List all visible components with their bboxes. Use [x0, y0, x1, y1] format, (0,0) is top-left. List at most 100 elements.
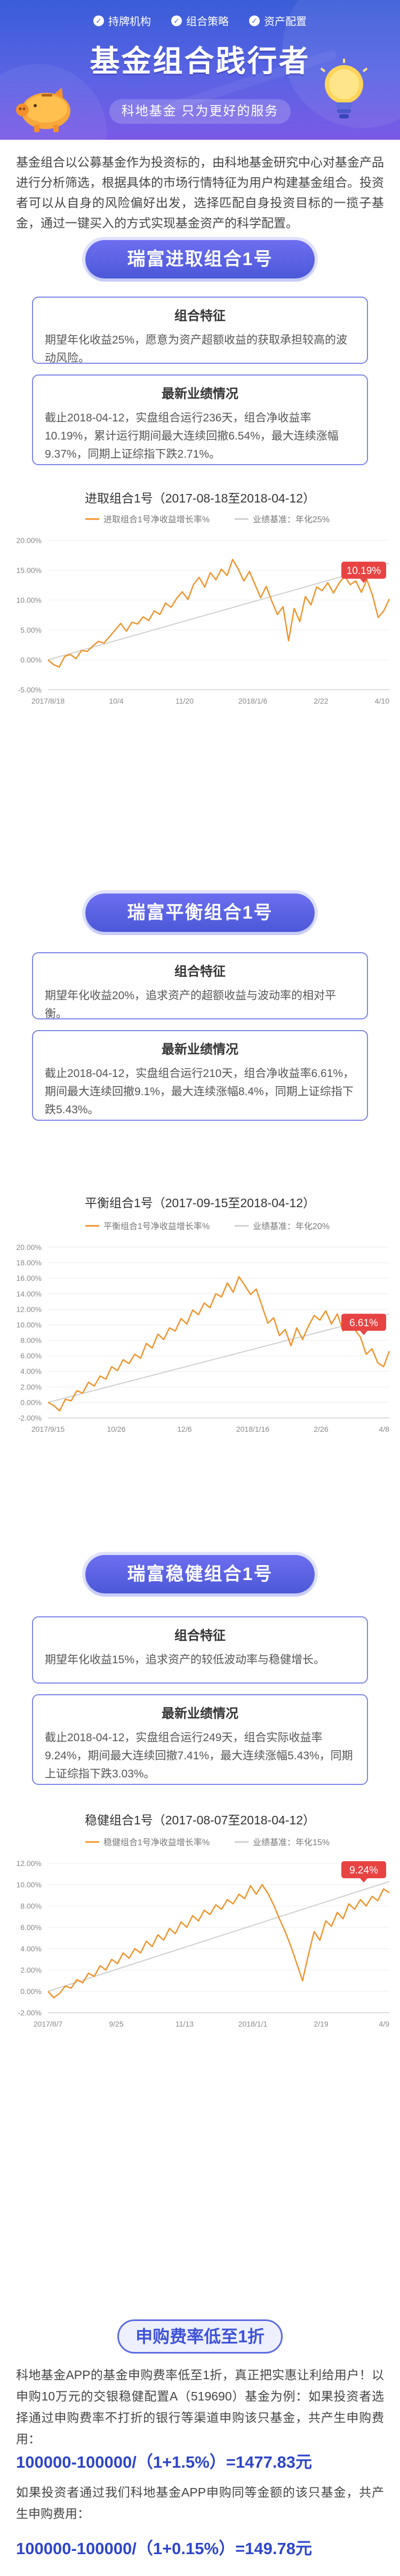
value-badge: 10.19%: [341, 561, 386, 583]
fee-paragraph: 科地基金APP的基金申购费率低至1折，真正把实惠让利给用户！以申购10万元的交银…: [16, 2368, 384, 2446]
series-line-benchmark: [47, 562, 390, 660]
performance-title: 最新业绩情况: [162, 387, 238, 401]
fee-formula: 100000-100000/（1+0.15%）=149.78元: [16, 2539, 312, 2558]
performance-box: 最新业绩情况 截止2018-04-12，实盘组合运行236天，组合净收益率10.…: [32, 374, 368, 465]
feature-box: 组合特征 期望年化收益20%，追求资产的超额收益与波动率的相对平衡。: [32, 952, 368, 1020]
performance-box: 最新业绩情况 截止2018-04-12，实盘组合运行210天，组合净收益率6.6…: [32, 1030, 368, 1121]
x-tick-label: 10/26: [107, 1425, 125, 1433]
y-tick-label: 20.00%: [17, 1243, 42, 1251]
y-tick-label: -2.00%: [18, 1414, 42, 1422]
x-tick-label: 11/20: [175, 697, 194, 705]
y-tick-label: 10.00%: [17, 596, 42, 604]
x-tick-label: 4/10: [375, 697, 389, 705]
hero-tags: ✓ 持牌机构 ✓ 组合策略 ✓ 资产配置: [0, 13, 400, 28]
hero-subtitle: 科地基金 只为更好的服务: [109, 99, 291, 124]
y-tick-label: 10.00%: [17, 1880, 42, 1889]
performance-text: 截止2018-04-12，实盘组合运行236天，组合净收益率10.19%，累计运…: [45, 412, 339, 460]
y-tick-label: 16.00%: [17, 1274, 42, 1282]
y-tick-label: 14.00%: [17, 1289, 42, 1298]
x-tick-label: 10/4: [109, 697, 123, 705]
x-tick-label: 2/26: [314, 1425, 328, 1433]
performance-text: 截止2018-04-12，实盘组合运行249天，组合实际收益率9.24%，期间最…: [45, 1732, 353, 1780]
x-tick-label: 2/22: [314, 697, 328, 705]
badge-label: 6.61%: [349, 1318, 378, 1329]
feature-title: 组合特征: [174, 1629, 226, 1643]
y-tick-label: 5.00%: [20, 626, 42, 634]
performance-title: 最新业绩情况: [162, 1706, 238, 1721]
page-title: 基金组合践行者: [90, 44, 310, 78]
y-tick-label: 6.00%: [20, 1923, 42, 1932]
check-icon: ✓: [93, 15, 104, 26]
series-line-portfolio: [47, 1884, 390, 1999]
series-line-benchmark: [47, 1881, 390, 1992]
y-tick-label: 18.00%: [17, 1258, 42, 1267]
badge-pointer: [360, 1330, 367, 1335]
x-tick-label: 2018/1/16: [236, 1425, 269, 1433]
piggy-bank-icon: [16, 87, 70, 132]
legend-label: 业绩基准：年化20%: [253, 1222, 330, 1231]
x-tick-label: 4/8: [379, 1425, 390, 1433]
series-line-portfolio: [47, 559, 390, 668]
intro-paragraph: 基金组合以公募基金作为投资标的，由科地基金研究中心对基金产品进行分析筛选，根据具…: [16, 155, 384, 230]
legend-label: 业绩基准：年化15%: [253, 1838, 330, 1847]
x-tick-label: 2018/1/1: [238, 2020, 268, 2028]
hero-tag: ✓ 组合策略: [171, 13, 229, 28]
hero-tag: ✓ 持牌机构: [93, 13, 151, 28]
y-tick-label: -2.00%: [18, 2008, 42, 2017]
badge-bg: [341, 1861, 386, 1878]
check-icon: ✓: [249, 15, 260, 26]
section-title: 瑞富进取组合1号: [85, 240, 315, 278]
y-tick-label: 8.00%: [20, 1336, 42, 1345]
y-tick-label: 0.00%: [20, 1398, 42, 1407]
hero-tag-label: 持牌机构: [108, 16, 151, 28]
y-tick-label: 0.00%: [20, 1987, 42, 1996]
x-tick-label: 9/25: [109, 2020, 123, 2028]
y-tick-label: 4.00%: [20, 1944, 42, 1953]
hero-tag-label: 组合策略: [186, 16, 229, 28]
chart-title: 进取组合1号（2017-08-18至2018-04-12）: [84, 491, 316, 505]
performance-title: 最新业绩情况: [162, 1042, 238, 1057]
check-icon: ✓: [171, 15, 182, 26]
feature-title: 组合特征: [174, 309, 226, 323]
x-tick-label: 2/19: [314, 2020, 328, 2028]
chart-title: 平衡组合1号（2017-09-15至2018-04-12）: [84, 1196, 316, 1210]
badge-label: 10.19%: [347, 565, 381, 577]
section-title: 瑞富平衡组合1号: [85, 894, 315, 932]
y-tick-label: 2.00%: [20, 1966, 42, 1974]
legend-label: 稳健组合1号净收益增长率%: [103, 1838, 210, 1847]
x-tick-label: 11/13: [175, 2020, 194, 2028]
x-tick-label: 2017/8/18: [31, 697, 65, 705]
badge-pointer: [360, 1878, 367, 1883]
x-tick-label: 2017/9/15: [31, 1425, 65, 1433]
y-tick-label: 2.00%: [20, 1383, 42, 1391]
chart-legend: 平衡组合1号净收益增长率% 业绩基准：年化20%: [85, 1222, 330, 1231]
y-tick-label: 4.00%: [20, 1367, 42, 1376]
feature-box: 组合特征 期望年化收益25%，愿意为资产超额收益的获取承担较高的波动风险。: [32, 297, 368, 364]
legend-label: 业绩基准：年化25%: [253, 515, 330, 524]
y-tick-label: 6.00%: [20, 1352, 42, 1360]
feature-title: 组合特征: [174, 964, 226, 979]
x-tick-label: 12/6: [177, 1425, 191, 1433]
y-tick-label: 15.00%: [17, 566, 42, 575]
x-tick-label: 2018/1/6: [238, 697, 268, 705]
fee-paragraph: 如果投资者通过我们科地基金APP申购同等金额的该只基金，共产生申购费用：: [16, 2485, 384, 2521]
badge-bg: [341, 561, 386, 579]
fee-formula: 100000-100000/（1+1.5%）=1477.83元: [16, 2453, 312, 2471]
performance-text: 截止2018-04-12，实盘组合运行210天，组合净收益率6.61%，期间最大…: [45, 1067, 355, 1116]
chart-title: 稳健组合1号（2017-08-07至2018-04-12）: [84, 1813, 316, 1827]
y-tick-label: 20.00%: [17, 536, 42, 545]
badge-label: 9.24%: [349, 1865, 378, 1876]
feature-text: 期望年化收益15%，追求资产的较低波动率与稳健增长。: [45, 1654, 325, 1666]
y-tick-label: 8.00%: [20, 1902, 42, 1910]
y-tick-label: 10.00%: [17, 1320, 42, 1329]
y-tick-label: 12.00%: [17, 1305, 42, 1313]
fee-badge: 申购费率低至1折: [117, 2319, 283, 2354]
feature-box: 组合特征 期望年化收益15%，追求资产的较低波动率与稳健增长。: [32, 1616, 368, 1684]
value-badge: 9.24%: [341, 1861, 386, 1883]
x-tick-label: 4/9: [379, 2020, 390, 2028]
value-badge: 6.61%: [341, 1313, 386, 1335]
hero-tag: ✓ 资产配置: [249, 13, 307, 28]
line-chart: 稳健组合1号净收益增长率% 业绩基准：年化15% 12.00% 10.00% 8.00%…: [17, 1838, 390, 2028]
section-title: 瑞富稳健组合1号: [85, 1555, 315, 1593]
y-tick-label: -5.00%: [18, 685, 42, 694]
